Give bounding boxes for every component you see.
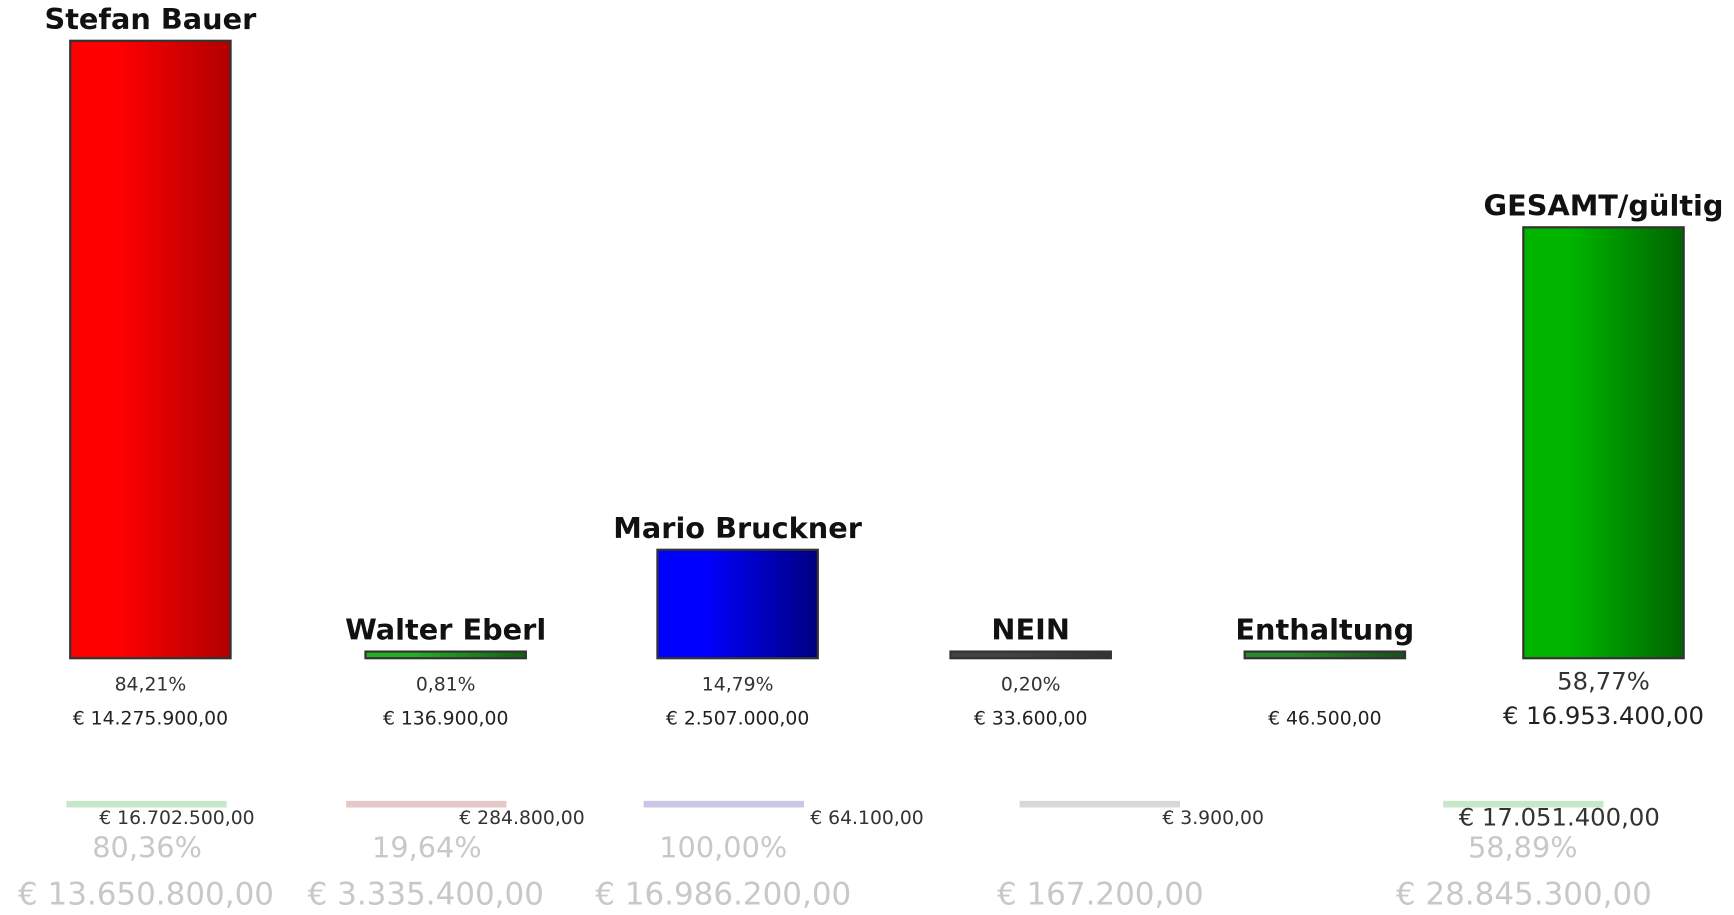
bar-label: Enthaltung	[1235, 613, 1414, 647]
prev-total: € 13.650.800,00	[18, 876, 274, 912]
prev-total: € 3.335.400,00	[308, 876, 544, 912]
prev-bar	[643, 800, 804, 808]
prev-bar	[1019, 800, 1180, 808]
prev-percent: 80,36%	[92, 831, 202, 865]
amount-label: € 136.900,00	[383, 709, 508, 730]
amount-label: € 2.507.000,00	[666, 709, 809, 730]
prev-amount: € 3.900,00	[1162, 808, 1264, 829]
prev-total: € 16.986.200,00	[595, 876, 851, 912]
percent-label: 14,79%	[702, 674, 774, 695]
percent-label: 0,20%	[1001, 674, 1061, 695]
bar-label: NEIN	[991, 613, 1069, 647]
prev-bar	[346, 800, 507, 808]
bar-label: Mario Bruckner	[613, 511, 862, 545]
prev-amount: € 16.702.500,00	[99, 808, 254, 829]
prev-total: € 167.200,00	[997, 876, 1204, 912]
prev-total: € 28.845.300,00	[1396, 876, 1652, 912]
bar	[949, 650, 1112, 660]
prev-amount: € 17.051.400,00	[1459, 803, 1660, 832]
amount-label: € 14.275.900,00	[73, 709, 228, 730]
bar	[69, 39, 232, 660]
bar	[364, 650, 527, 660]
bar-label: Stefan Bauer	[44, 2, 257, 36]
percent-label: 58,77%	[1557, 667, 1650, 696]
prev-percent: 100,00%	[659, 831, 787, 865]
prev-amount: € 64.100,00	[810, 808, 924, 829]
amount-label: € 16.953.400,00	[1503, 701, 1704, 730]
percent-label: 84,21%	[115, 674, 187, 695]
prev-percent: 19,64%	[372, 831, 482, 865]
bar	[656, 548, 819, 660]
prev-bar	[66, 800, 227, 808]
prev-amount: € 284.800,00	[459, 808, 584, 829]
bar-label: GESAMT/gültig	[1484, 188, 1724, 222]
percent-label: 0,81%	[416, 674, 476, 695]
prev-percent: 58,89%	[1468, 831, 1578, 865]
amount-label: € 33.600,00	[974, 709, 1088, 730]
amount-label: € 46.500,00	[1268, 709, 1382, 730]
bar-label: Walter Eberl	[345, 613, 546, 647]
prev-bar	[1443, 800, 1604, 808]
bar	[1522, 226, 1685, 660]
bar	[1243, 650, 1407, 660]
